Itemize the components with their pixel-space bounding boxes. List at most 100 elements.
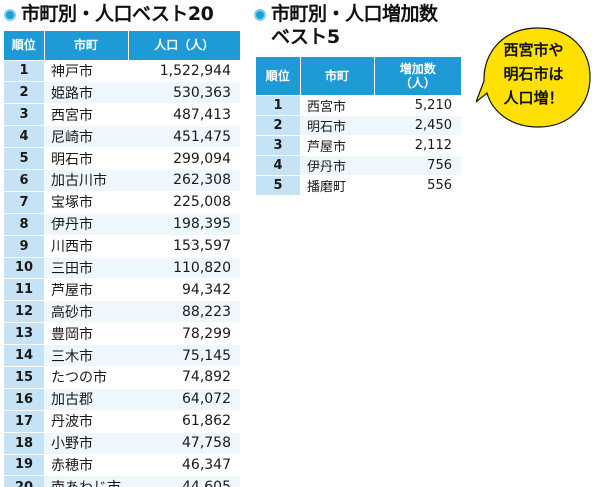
city-cell: 芦屋市 [44, 278, 128, 301]
rank-cell: 2 [256, 114, 300, 135]
table-row: 3 芦屋市 2,112 [256, 134, 461, 155]
rank-cell: 14 [4, 344, 44, 367]
city-cell: 川西市 [44, 234, 128, 258]
value-cell: 299,094 [128, 147, 240, 170]
increase-top5-body: 1 西宮市 5,210 2 明石市 2,450 3 芦屋市 2,112 4 伊丹市 756 5 播磨町 55… [256, 94, 461, 195]
table-row: 14 三木市 75,145 [4, 344, 240, 367]
rank-cell: 17 [4, 409, 44, 433]
increase-top5-table: 順位 市町 増加数 （人） 1 西宮市 5,210 2 明石市 2,450 3 芦屋市 2,11… [256, 57, 461, 195]
value-cell: 74,892 [128, 365, 240, 389]
value-cell: 153,597 [128, 234, 240, 258]
city-cell: 豊岡市 [44, 322, 128, 345]
bubble-line: 西宮市や [503, 41, 564, 59]
city-cell: 丹波市 [44, 409, 128, 433]
table-header-row: 順位 市町 増加数 （人） [256, 57, 461, 95]
header-increase-label: 増加数 [399, 61, 436, 76]
city-cell: 南あわじ市 [44, 475, 128, 487]
value-cell: 46,347 [128, 453, 240, 476]
value-cell: 198,395 [128, 212, 240, 236]
increase-top5-title: 市町別・人口増加数 ベスト5 [254, 3, 438, 49]
population-top20-title-text: 市町別・人口ベスト20 [21, 3, 214, 25]
city-cell: 三木市 [44, 344, 128, 367]
table-row: 17 丹波市 61,862 [4, 409, 240, 433]
table-row: 5 明石市 299,094 [4, 147, 240, 170]
rank-cell: 13 [4, 322, 44, 345]
table-row: 1 西宮市 5,210 [256, 94, 461, 115]
header-increase: 増加数 （人） [373, 57, 461, 95]
rank-cell: 3 [4, 103, 44, 126]
header-population: 人口（人） [127, 31, 240, 60]
value-cell: 556 [374, 174, 461, 195]
table-row: 2 明石市 2,450 [256, 114, 461, 135]
value-cell: 262,308 [128, 168, 240, 192]
value-cell: 47,758 [128, 431, 240, 455]
city-cell: 神戸市 [44, 59, 128, 82]
table-row: 12 高砂市 88,223 [4, 300, 240, 323]
table-row: 8 伊丹市 198,395 [4, 212, 240, 236]
city-cell: 伊丹市 [300, 154, 374, 175]
table-row: 9 川西市 153,597 [4, 234, 240, 258]
bullet-dot-icon [4, 9, 16, 21]
city-cell: 姫路市 [44, 81, 128, 104]
rank-cell: 3 [256, 134, 300, 155]
rank-cell: 7 [4, 190, 44, 214]
rank-cell: 4 [4, 125, 44, 148]
table-row: 3 西宮市 487,413 [4, 103, 240, 126]
city-cell: 播磨町 [300, 174, 374, 195]
value-cell: 487,413 [128, 103, 240, 126]
value-cell: 225,008 [128, 190, 240, 214]
value-cell: 61,862 [128, 409, 240, 433]
value-cell: 78,299 [128, 322, 240, 345]
population-top20-table: 順位 市町 人口（人） 1 神戸市 1,522,944 2 姫路市 530,363 3 西宮市… [4, 31, 240, 487]
rank-cell: 12 [4, 300, 44, 323]
population-top20-body: 1 神戸市 1,522,944 2 姫路市 530,363 3 西宮市 487,413 4 尼崎市 4… [4, 59, 240, 487]
speech-bubble-shape [476, 27, 591, 128]
value-cell: 44,605 [128, 475, 240, 487]
table-row: 19 赤穂市 46,347 [4, 453, 240, 476]
table-row: 5 播磨町 556 [256, 174, 461, 195]
rank-cell: 20 [4, 475, 44, 487]
increase-top5-title-line2: ベスト5 [271, 26, 340, 48]
rank-cell: 4 [256, 154, 300, 175]
table-row: 10 三田市 110,820 [4, 256, 240, 279]
rank-cell: 16 [4, 387, 44, 411]
table-header-row: 順位 市町 人口（人） [4, 31, 240, 60]
bullet-dot-icon [254, 9, 266, 21]
city-cell: 明石市 [300, 114, 374, 135]
city-cell: 尼崎市 [44, 125, 128, 148]
table-row: 16 加古郡 64,072 [4, 387, 240, 411]
value-cell: 5,210 [374, 94, 461, 115]
bubble-line: 人口増！ [503, 89, 564, 107]
rank-cell: 5 [256, 174, 300, 195]
table-row: 18 小野市 47,758 [4, 431, 240, 455]
rank-cell: 5 [4, 147, 44, 170]
city-cell: たつの市 [44, 365, 128, 389]
table-row: 2 姫路市 530,363 [4, 81, 240, 104]
bubble-line: 明石市は [503, 65, 564, 83]
table-row: 7 宝塚市 225,008 [4, 190, 240, 214]
rank-cell: 10 [4, 256, 44, 279]
city-cell: 高砂市 [44, 300, 128, 323]
rank-cell: 6 [4, 168, 44, 192]
city-cell: 伊丹市 [44, 212, 128, 236]
city-cell: 宝塚市 [44, 190, 128, 214]
table-row: 15 たつの市 74,892 [4, 365, 240, 389]
value-cell: 2,450 [374, 114, 461, 135]
city-cell: 明石市 [44, 147, 128, 170]
city-cell: 加古川市 [44, 168, 128, 192]
header-rank: 順位 [4, 31, 44, 60]
value-cell: 530,363 [128, 81, 240, 104]
city-cell: 芦屋市 [300, 134, 374, 155]
rank-cell: 8 [4, 212, 44, 236]
table-row: 6 加古川市 262,308 [4, 168, 240, 192]
rank-cell: 2 [4, 81, 44, 104]
increase-top5-title-line1: 市町別・人口増加数 [271, 3, 438, 25]
table-row: 11 芦屋市 94,342 [4, 278, 240, 301]
header-increase-unit: （人） [399, 75, 436, 90]
table-row: 13 豊岡市 78,299 [4, 322, 240, 345]
speech-bubble-text: 西宮市や 明石市は 人口増！ [476, 38, 591, 110]
city-cell: 西宮市 [44, 103, 128, 126]
value-cell: 1,522,944 [128, 59, 240, 82]
population-top20-title: 市町別・人口ベスト20 [4, 3, 214, 26]
value-cell: 88,223 [128, 300, 240, 323]
